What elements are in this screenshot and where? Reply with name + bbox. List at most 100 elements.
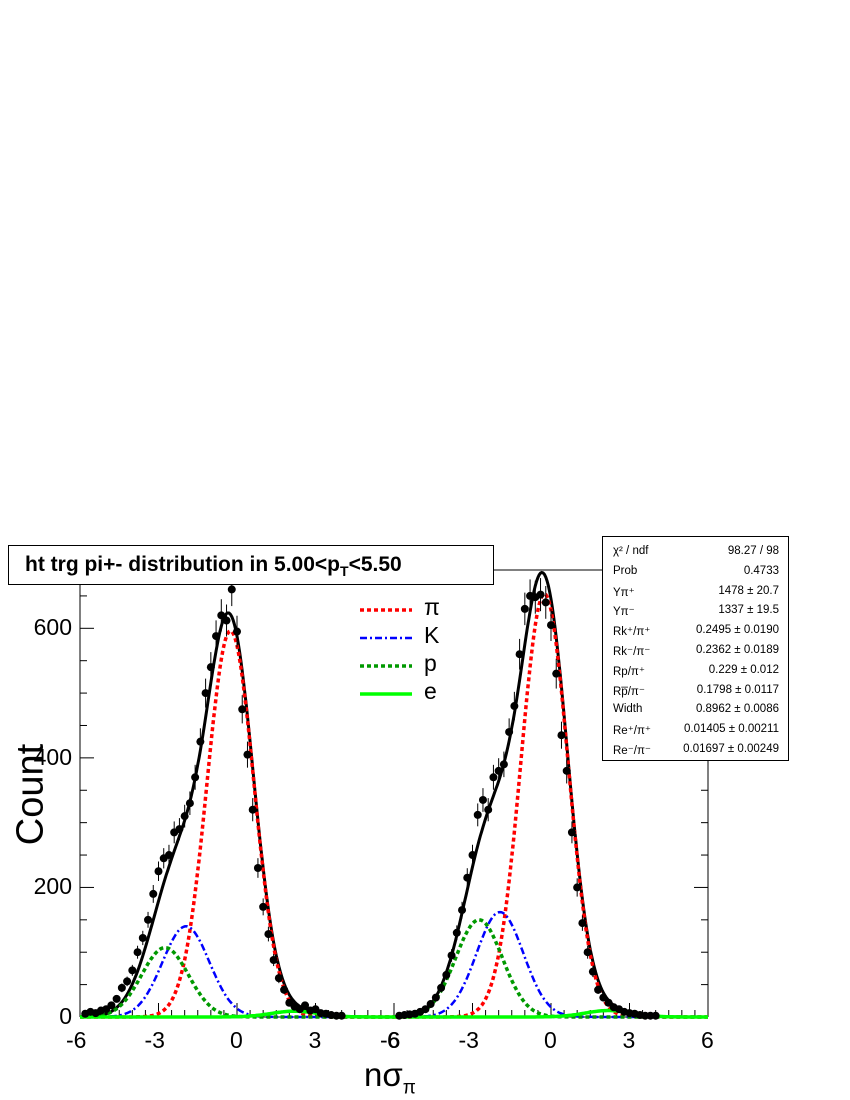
data-point [222,616,231,625]
stats-name: Re⁻/π⁻ [613,744,651,757]
data-point [175,825,184,834]
stats-value: 98.27 / 98 [727,545,779,557]
fit-curve-kaon [394,910,708,1019]
stats-row: Yπ⁺ 1478 ± 20.7 [603,583,788,603]
legend-label: p [424,650,437,676]
data-point [567,828,576,837]
x-tick-label: 6 [701,1027,714,1053]
data-point [489,773,498,782]
x-tick-label: -3 [144,1027,165,1053]
data-point [264,930,273,939]
data-point [599,993,608,1002]
x-tick-label: -3 [458,1027,479,1053]
data-point [588,967,597,976]
stats-row: Width 0.8962 ± 0.0086 [603,701,788,721]
data-point [651,1011,660,1020]
data-point [541,598,550,607]
data-point [557,731,566,740]
legend-swatch [360,692,412,696]
x-axis-label-sub: π [402,1077,416,1099]
total-fit-curve [80,611,394,1019]
title-tail: <5.50 [348,553,402,576]
fit-curve-pion [80,628,394,1019]
stats-row: Re⁻/π⁻ 0.01697 ± 0.00249 [603,741,788,761]
x-tick-label: 6 [387,1027,400,1053]
y-tick-label: 600 [33,614,72,641]
chart-title: ht trg pi+- distribution in 5.00<pT<5.50 [8,545,494,585]
x-axis-label-main: nσ [364,1056,403,1093]
data-point [274,974,283,983]
stats-name: Rk⁺/π⁺ [613,626,651,639]
data-point [212,632,221,641]
data-point [123,977,132,986]
x-tick-label: 3 [622,1027,636,1053]
data-point [494,766,503,775]
data-point [463,873,472,882]
data-point [520,604,529,613]
y-tick-label: 0 [59,1003,72,1029]
stats-name: Rp/π⁺ [613,665,645,678]
x-tick-label: 0 [230,1027,243,1053]
data-point [468,851,477,860]
data-point [206,663,215,672]
data-point [437,983,446,992]
data-point [128,966,137,975]
data-point [452,928,461,937]
data-point [484,805,493,814]
data-point [217,611,226,620]
data-point [227,585,236,594]
data-point [233,627,241,636]
stats-name: χ² / ndf [613,545,649,557]
title-sub: T [340,563,349,580]
data-point [107,1001,116,1010]
stats-name: Rk⁻/π⁻ [613,645,651,658]
data-point [154,867,163,876]
data-point [578,919,587,928]
data-point [201,689,210,698]
y-tick-label: 400 [33,743,72,770]
data-point [421,1005,430,1014]
data-point [259,902,268,911]
data-point [515,650,524,659]
stats-value: 0.2362 ± 0.0189 [695,643,779,656]
x-tick-label: 3 [308,1027,322,1053]
stats-row: Prob 0.4733 [603,563,788,583]
data-point [442,970,451,979]
stats-row: Rk⁻/π⁻ 0.2362 ± 0.0189 [603,642,788,662]
data-point [112,994,121,1003]
data-point [604,998,613,1007]
data-point [191,773,200,782]
data-point [144,915,153,924]
stats-value: 1478 ± 20.7 [718,584,779,597]
x-axis-label: nσπ [364,1056,416,1100]
data-point [164,851,173,860]
data-point [431,993,440,1002]
stats-value: 0.229 ± 0.012 [708,663,779,676]
stats-value: 0.01697 ± 0.00249 [683,742,779,755]
data-point [248,805,257,814]
x-tick-label: -6 [380,1027,401,1053]
fit-curve-proton [393,918,708,1019]
x-tick-label: 0 [544,1027,557,1053]
stats-value: 1337 ± 19.5 [718,604,779,617]
stats-value: 0.4733 [743,564,779,577]
data-point [583,948,592,957]
stats-name: Rp̅/π⁻ [613,685,645,698]
y-tick-label: 200 [33,873,72,900]
data-point [133,948,142,957]
stats-name: Yπ⁺ [613,586,635,599]
title-main: ht trg pi+- distribution in 5.00<p [25,553,341,576]
data-point [536,590,545,599]
data-point [510,702,519,711]
data-point [573,883,582,892]
data-point [180,812,189,821]
stats-row: Yπ⁻ 1337 ± 19.5 [603,602,788,622]
stats-row: Re⁺/π⁺ 0.01405 ± 0.00211 [603,721,788,741]
data-point [505,727,514,736]
stats-name: Re⁺/π⁺ [613,725,651,738]
data-point [499,760,508,769]
data-point [458,906,467,915]
stats-value: 0.8962 ± 0.0086 [695,703,779,716]
data-point [253,864,262,872]
